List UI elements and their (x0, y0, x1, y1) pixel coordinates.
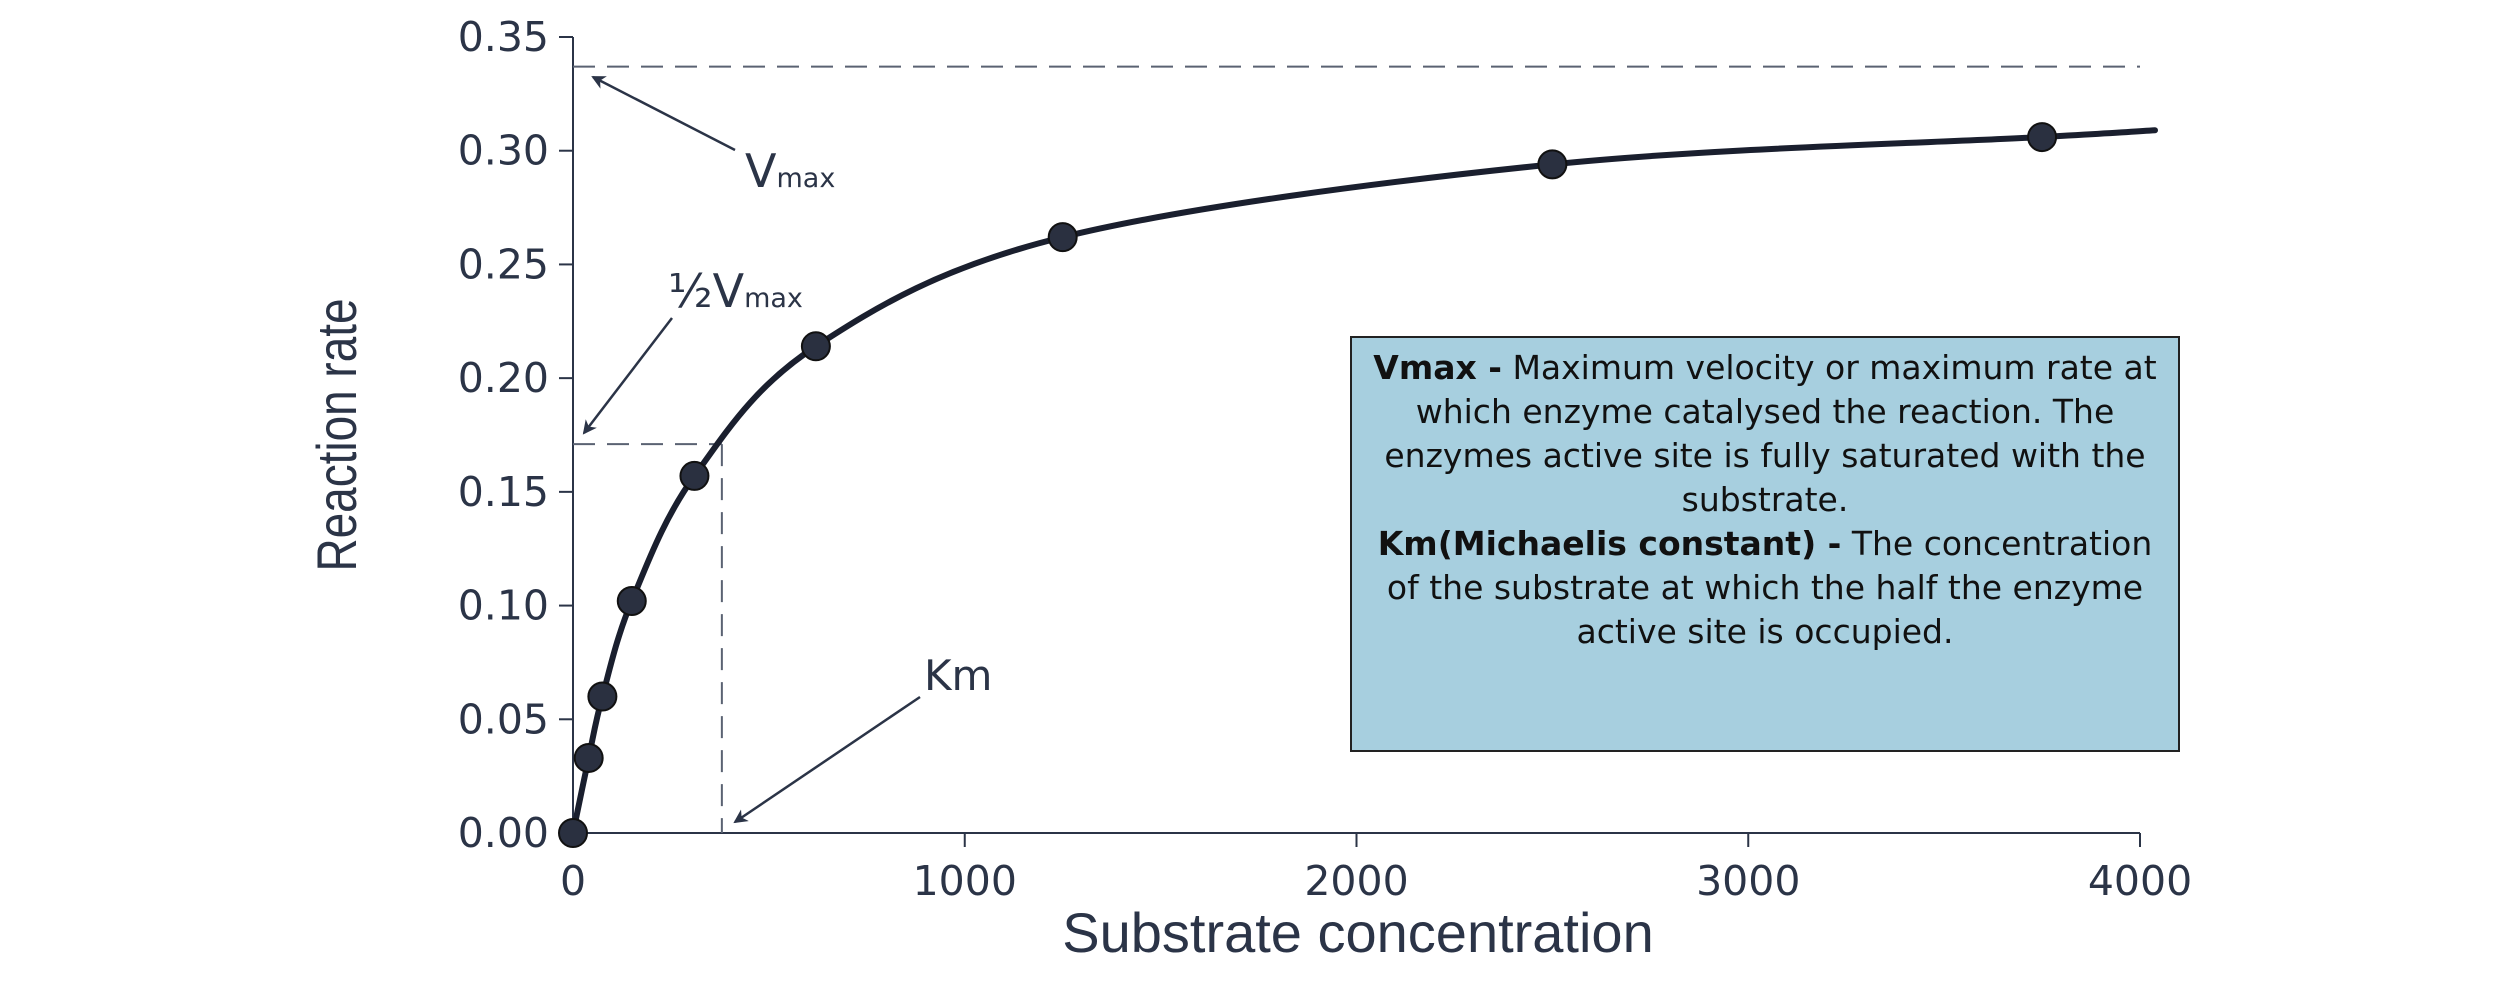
y-tick-label: 0.30 (458, 127, 549, 175)
km-definition: The concentration of the substrate at wh… (1386, 524, 2153, 651)
y-ticks: 0.00 0.05 0.10 0.15 0.20 0.25 0.30 0.35 (458, 13, 573, 857)
km-arrow (733, 695, 921, 824)
x-tick-label: 4000 (2088, 857, 2192, 905)
y-tick-label: 0.20 (458, 354, 549, 402)
y-tick-label: 0.25 (458, 240, 549, 288)
y-tick-label: 0.15 (458, 468, 549, 516)
data-point-3 (616, 586, 647, 617)
vmax-label-main: V (745, 144, 777, 198)
data-point-6 (1047, 222, 1078, 253)
y-tick-label: 0.35 (458, 13, 549, 61)
half-vmax-label-sub: max (744, 283, 803, 314)
half-vmax-arrow (582, 317, 673, 435)
data-point-2 (587, 681, 618, 712)
x-tick-label: 0 (560, 857, 586, 905)
vmax-term: Vmax - (1373, 348, 1502, 387)
saturation-curve (570, 127, 2158, 836)
data-point-8 (2027, 122, 2058, 153)
data-point-4 (679, 460, 710, 491)
vmax-definition: Maximum velocity or maximum rate at whic… (1384, 348, 2157, 519)
y-tick-label: 0.10 (458, 582, 549, 630)
y-axis-title: Reaction rate (306, 298, 368, 571)
x-axis-title: Substrate concentration (1062, 901, 1653, 964)
definitions-box: Vmax - Maximum velocity or maximum rate … (1350, 336, 2180, 752)
y-tick-label: 0.00 (458, 809, 549, 857)
data-point-5 (800, 331, 831, 362)
vmax-arrow (591, 75, 736, 152)
vmax-label: Vmax (745, 144, 835, 198)
data-points (558, 122, 2058, 848)
data-point-1 (573, 742, 604, 773)
km-term: Km(Michaelis constant) - (1377, 524, 1842, 563)
x-tick-label: 3000 (1696, 857, 1800, 905)
data-point-0 (558, 818, 588, 848)
x-tick-label: 2000 (1304, 857, 1408, 905)
x-tick-label: 1000 (913, 857, 1017, 905)
data-point-7 (1537, 149, 1568, 180)
km-label: Km (924, 651, 992, 700)
y-tick-label: 0.05 (458, 695, 549, 743)
x-ticks: 0 1000 2000 3000 4000 (560, 833, 2192, 905)
half-vmax-label: ½Vmax (668, 264, 803, 318)
half-vmax-label-main: ½V (668, 264, 745, 318)
vmax-label-sub: max (776, 163, 835, 194)
